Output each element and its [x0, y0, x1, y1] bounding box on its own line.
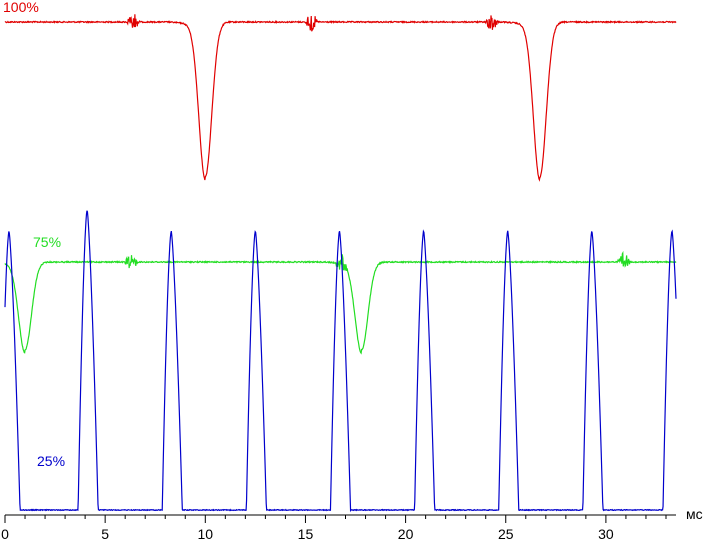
x-tick-layer: 0 5 10 15 20 25 30 — [1, 515, 667, 540]
x-tick-label: 5 — [101, 526, 109, 540]
x-tick-label: 25 — [498, 526, 514, 540]
x-tick-label: 30 — [598, 526, 614, 540]
x-tick-label: 20 — [398, 526, 414, 540]
series-label-75: 75% — [33, 234, 61, 250]
x-tick-label: 0 — [1, 526, 9, 540]
series-layer — [4, 14, 677, 513]
series-label-100: 100% — [3, 0, 39, 15]
series-label-25: 25% — [37, 453, 65, 469]
series-line-25 — [4, 210, 677, 513]
x-tick-label: 15 — [298, 526, 314, 540]
x-axis-unit-label: мс — [686, 506, 703, 522]
series-line-75 — [4, 250, 677, 355]
series-line-100 — [4, 14, 677, 182]
x-tick-label: 10 — [198, 526, 214, 540]
